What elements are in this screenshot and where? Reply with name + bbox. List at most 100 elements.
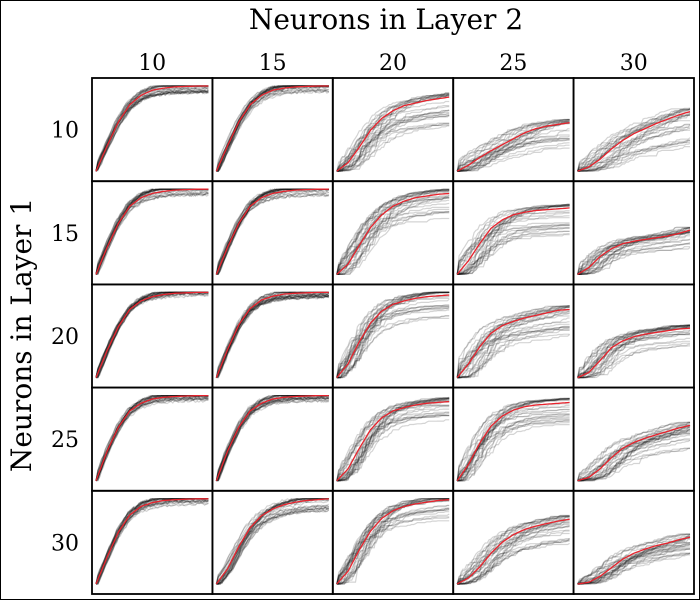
run-line: [336, 114, 450, 172]
panel-r15-c15: [211, 180, 334, 286]
run-line: [336, 498, 450, 585]
run-line: [336, 92, 450, 172]
run-line: [577, 143, 691, 172]
run-line: [336, 211, 450, 275]
run-line: [457, 413, 570, 482]
run-line: [577, 227, 690, 275]
run-line: [457, 311, 570, 379]
run-line: [456, 524, 570, 585]
run-line: [336, 291, 450, 379]
run-line: [577, 428, 691, 482]
run-line: [456, 422, 570, 481]
run-line: [215, 509, 330, 585]
column-label-10: 10: [138, 51, 166, 76]
panel-r10-c15: [211, 77, 334, 183]
run-line: [215, 504, 329, 585]
run-line: [216, 499, 330, 585]
run-line: [457, 398, 570, 482]
run-line: [457, 119, 570, 172]
panel-r10-c30: [572, 77, 695, 183]
run-line: [456, 419, 570, 481]
run-line: [577, 229, 690, 275]
row-label-15: 15: [51, 222, 79, 247]
mean-line: [336, 192, 450, 275]
run-line: [577, 552, 691, 585]
run-line: [336, 199, 450, 275]
mean-line: [456, 518, 570, 585]
run-line: [456, 230, 570, 275]
run-line: [457, 525, 570, 585]
run-line: [456, 329, 570, 378]
run-line: [577, 324, 690, 379]
run-line: [95, 89, 209, 172]
run-line: [336, 104, 450, 172]
run-line: [457, 334, 570, 379]
mean-line: [577, 424, 691, 482]
run-line: [577, 238, 691, 275]
run-line: [457, 205, 570, 275]
run-line: [336, 498, 450, 585]
run-line: [95, 188, 209, 275]
mean-line: [215, 498, 329, 585]
run-line: [215, 295, 329, 378]
column-label-20: 20: [379, 51, 407, 76]
mean-line: [336, 294, 450, 379]
run-line: [456, 413, 570, 481]
run-line: [457, 317, 570, 379]
run-line: [95, 85, 209, 172]
run-line: [336, 304, 450, 378]
run-line: [456, 215, 570, 275]
run-line: [95, 89, 209, 172]
run-line: [336, 211, 450, 275]
run-line: [95, 191, 209, 275]
run-line: [577, 140, 690, 172]
run-line: [456, 224, 570, 275]
run-line: [336, 400, 450, 482]
run-line: [457, 122, 570, 172]
run-line: [577, 431, 691, 482]
run-line: [336, 315, 450, 378]
run-line: [577, 538, 690, 585]
run-line: [336, 520, 450, 585]
run-line: [457, 305, 570, 379]
mean-line: [336, 499, 450, 585]
run-line: [336, 397, 450, 482]
run-line: [577, 536, 690, 585]
run-line: [577, 109, 690, 172]
run-line: [336, 398, 450, 482]
run-line: [95, 88, 209, 172]
run-line: [336, 398, 450, 482]
run-line: [215, 191, 329, 275]
run-line: [577, 325, 691, 378]
run-line: [577, 232, 690, 275]
run-line: [95, 89, 209, 172]
panel-r30-c10: [91, 489, 214, 595]
run-line: [95, 498, 209, 585]
run-line: [336, 511, 450, 585]
run-line: [456, 333, 570, 378]
run-line: [456, 222, 570, 275]
run-line: [336, 212, 450, 275]
panel-r15-c25: [452, 180, 575, 286]
run-line: [456, 515, 570, 585]
run-line: [577, 226, 690, 275]
run-line: [336, 188, 450, 275]
run-line: [336, 414, 450, 482]
run-line: [336, 308, 450, 378]
run-line: [577, 422, 691, 482]
run-line: [336, 404, 450, 481]
mean-line: [95, 85, 209, 172]
run-line: [336, 196, 450, 275]
run-line: [577, 329, 691, 379]
run-line: [336, 305, 450, 379]
run-line: [336, 92, 450, 172]
run-line: [577, 439, 691, 482]
run-line: [577, 429, 690, 482]
run-line: [456, 398, 570, 481]
mean-line: [456, 121, 570, 172]
run-line: [216, 498, 329, 585]
run-line: [336, 498, 450, 585]
run-line: [336, 498, 450, 585]
run-line: [456, 305, 570, 378]
